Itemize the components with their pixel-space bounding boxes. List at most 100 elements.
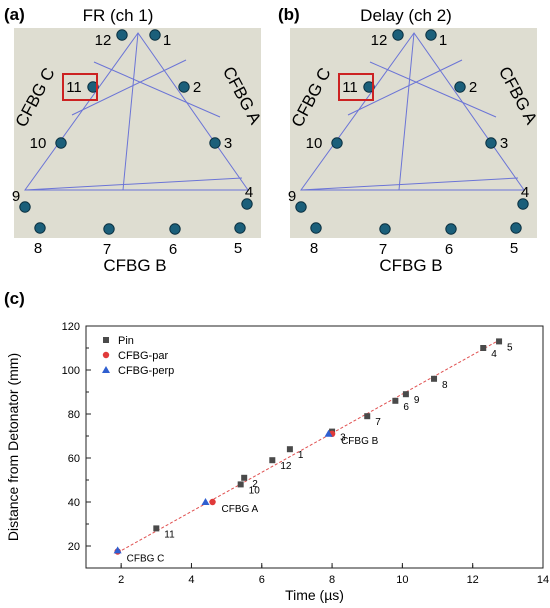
legend-cfbg-par-marker — [102, 351, 110, 359]
pin-5-marker — [234, 222, 246, 234]
pin-1-label: 1 — [439, 32, 447, 49]
pin-number-label: 10 — [249, 485, 261, 496]
cfbg-annotation: CFBG A — [222, 504, 259, 515]
pin-10-marker — [55, 137, 67, 149]
pin-number-label: 9 — [414, 395, 420, 406]
legend-cfbg-perp-label: CFBG-perp — [118, 365, 174, 377]
legend-pin-label: Pin — [118, 335, 134, 347]
data-marks: 11 102 12 1 3 7 69 8 45 CFBG C CFBG A CFBG B — [113, 338, 513, 565]
pin-2-label: 2 — [193, 79, 201, 96]
pin-point — [237, 481, 244, 488]
pin-5-label: 5 — [510, 240, 518, 257]
legend-cfbg-perp-marker — [102, 366, 110, 373]
panel-a-cfbg-b-label: CFBG B — [103, 256, 166, 275]
pin-point — [480, 345, 487, 351]
y-tick-label: 40 — [68, 497, 80, 509]
pin-number-label: 6 — [403, 402, 409, 413]
pin-point — [392, 397, 399, 404]
pin-point — [241, 474, 248, 481]
pin-point — [364, 413, 371, 420]
pin-3-marker — [209, 137, 221, 149]
pin-6-label: 6 — [169, 241, 177, 258]
y-tick-label: 120 — [62, 321, 80, 333]
pin-point — [286, 446, 293, 453]
y-tick-label: 60 — [68, 453, 80, 465]
panel-b-background — [290, 28, 537, 238]
pin-point — [402, 391, 409, 398]
highlight-box — [62, 73, 98, 101]
fit-line — [117, 338, 502, 554]
pin-8-marker — [310, 222, 322, 234]
pin-number-label: 4 — [491, 349, 497, 360]
plot-frame — [85, 325, 544, 569]
pin-2-label: 2 — [469, 79, 477, 96]
pin-7-marker — [379, 223, 391, 235]
pin-3-marker — [485, 137, 497, 149]
pin-11-label: 11 — [66, 79, 82, 96]
pin-12-marker — [392, 29, 404, 41]
panel-b-cfbg-b-label: CFBG B — [379, 256, 442, 275]
pin-9-marker — [19, 201, 31, 213]
highlight-box — [338, 73, 374, 101]
pin-number-label: 3 — [340, 433, 346, 444]
median-line — [300, 177, 519, 191]
pin-8-marker — [34, 222, 46, 234]
pin-6-marker — [445, 223, 457, 235]
pin-1-marker — [425, 29, 437, 41]
pin-10-label: 10 — [30, 135, 47, 152]
pin-9-label: 9 — [288, 188, 296, 205]
pin-4-label: 4 — [245, 184, 253, 201]
pin-number-label: 1 — [298, 450, 304, 461]
pin-5-marker — [510, 222, 522, 234]
outer-triangle — [300, 32, 525, 191]
x-tick-label: 10 — [396, 574, 408, 586]
cfbg-annotation: CFBG B — [341, 436, 379, 447]
y-tick-label: 100 — [62, 365, 80, 377]
pin-point — [431, 375, 438, 382]
x-tick-label: 8 — [329, 574, 335, 586]
median-line — [369, 61, 497, 118]
pin-number-label: 8 — [442, 380, 448, 391]
pin-number-label: 11 — [164, 529, 175, 540]
cfbg-perp-point — [113, 546, 122, 554]
pin-10-marker — [331, 137, 343, 149]
panel-b-title: Delay (ch 2) — [360, 6, 452, 25]
x-axis-label: Time (µs) — [285, 587, 344, 603]
pin-12-label: 12 — [371, 32, 388, 49]
x-tick-label: 6 — [259, 574, 265, 586]
pin-3-label: 3 — [500, 135, 508, 152]
cfbg-annotation: CFBG C — [127, 554, 165, 565]
panel-a-title: FR (ch 1) — [83, 6, 154, 25]
pin-number-label: 2 — [252, 479, 258, 490]
pin-8-label: 8 — [34, 240, 42, 257]
pin-7-label: 7 — [379, 241, 387, 258]
legend-pin-marker — [103, 337, 109, 343]
pin-number-label: 5 — [507, 342, 513, 353]
pin-point — [153, 525, 160, 532]
x-tick-label: 2 — [118, 574, 124, 586]
median-line — [398, 32, 415, 191]
x-tick-label: 12 — [467, 574, 479, 586]
legend-cfbg-par-label: CFBG-par — [118, 350, 168, 362]
y-axis-label: Distance from Detonator (mm) — [5, 353, 21, 541]
median-line — [24, 177, 243, 191]
y-tick-label: 80 — [68, 409, 80, 421]
pin-11-marker — [87, 81, 99, 93]
median-line — [347, 59, 463, 116]
pin-5-label: 5 — [234, 240, 242, 257]
pin-7-marker — [103, 223, 115, 235]
panel-a-label: (a) — [4, 5, 25, 24]
median-line — [71, 59, 187, 116]
pin-3-label: 3 — [224, 135, 232, 152]
pin-11-marker — [363, 81, 375, 93]
pin-9-marker — [295, 201, 307, 213]
panel-c-label: (c) — [4, 289, 25, 308]
pin-9-label: 9 — [12, 188, 20, 205]
pin-point — [269, 457, 276, 464]
